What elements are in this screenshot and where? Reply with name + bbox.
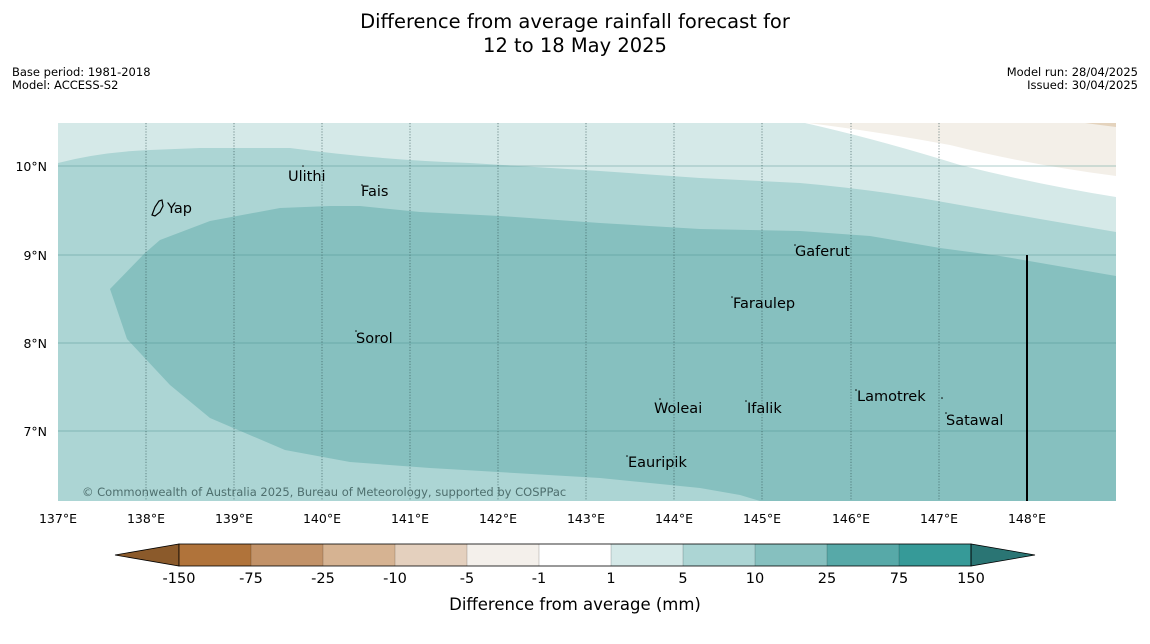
title-line-1: Difference from average rainfall forecas…: [360, 10, 790, 33]
place-label-satawal: Satawal: [946, 413, 1003, 429]
copyright-text: © Commonwealth of Australia 2025, Bureau…: [82, 485, 566, 499]
colorbar-arrow-left: [114, 543, 180, 567]
lat-tick-label: 8°N: [23, 336, 47, 351]
lon-tick-label: 147°E: [920, 511, 958, 526]
chart-title: Difference from average rainfall forecas…: [0, 10, 1150, 58]
lat-tick-labels: 10°N 9°N 8°N 7°N: [15, 159, 47, 439]
lat-tick-label: 10°N: [15, 159, 47, 174]
legend-tick-labels: -150 -75 -25 -10 -5 -1 1 5 10 25 75 150: [163, 571, 985, 587]
place-label-gaferut: Gaferut: [795, 244, 850, 260]
legend-tick-label: 10: [746, 571, 764, 587]
lon-tick-label: 144°E: [655, 511, 693, 526]
colorbar-bin: [755, 544, 827, 566]
colorbar-outline: [178, 543, 972, 567]
base-period-text: Base period: 1981-2018: [12, 65, 151, 79]
lon-tick-labels: 137°E 138°E 139°E 140°E 141°E 142°E 143°…: [39, 511, 1046, 526]
legend-tick-label: 5: [678, 571, 687, 587]
title-line-2: 12 to 18 May 2025: [483, 34, 667, 57]
colorbar-arrow-right: [970, 543, 1036, 567]
place-labels: Yap Ulithi Fais Gaferut Faraulep Sorol W…: [166, 169, 1003, 471]
meta-left: Base period: 1981-2018 Model: ACCESS-S2: [12, 66, 151, 91]
place-label-yap: Yap: [166, 201, 192, 217]
place-label-ifalik: Ifalik: [747, 401, 782, 417]
colorbar-bin: [323, 544, 395, 566]
rainfall-map: [58, 123, 1116, 501]
colorbar-bin: [899, 544, 971, 566]
place-label-woleai: Woleai: [654, 401, 702, 417]
band-10-to-25: [110, 206, 1116, 501]
colorbar-bin: [179, 544, 251, 566]
legend-tick-label: -150: [163, 571, 196, 587]
colorbar-bin: [683, 544, 755, 566]
lat-tick-label: 9°N: [23, 248, 47, 263]
place-label-eauripik: Eauripik: [628, 455, 687, 471]
legend-tick-label: 25: [818, 571, 836, 587]
legend-tick-label: 75: [890, 571, 908, 587]
colorbar-bin: [827, 544, 899, 566]
lon-tick-label: 142°E: [479, 511, 517, 526]
model-run-text: Model run: 28/04/2025: [1006, 65, 1138, 79]
place-label-fais: Fais: [361, 184, 388, 200]
lon-tick-label: 139°E: [215, 511, 253, 526]
place-label-ulithi: Ulithi: [288, 169, 326, 185]
lat-tick-label: 7°N: [23, 424, 47, 439]
colorbar-bin: [539, 544, 611, 566]
lon-tick-label: 148°E: [1008, 511, 1046, 526]
legend-tick-label: 150: [957, 571, 985, 587]
colorbar-legend: [114, 543, 1036, 567]
legend-tick-label: -25: [311, 571, 335, 587]
legend-title: Difference from average (mm): [449, 595, 701, 614]
lon-tick-label: 140°E: [303, 511, 341, 526]
band-neg10-to-neg5: [1085, 123, 1116, 127]
legend-tick-label: -75: [239, 571, 263, 587]
lon-tick-label: 137°E: [39, 511, 77, 526]
place-label-sorol: Sorol: [356, 331, 393, 347]
meta-right: Model run: 28/04/2025 Issued: 30/04/2025: [1007, 66, 1138, 91]
colorbar-bin: [467, 544, 539, 566]
island-dots: [302, 165, 947, 457]
legend-tick-label: -1: [532, 571, 546, 587]
lon-tick-label: 146°E: [832, 511, 870, 526]
lon-tick-label: 145°E: [743, 511, 781, 526]
band-neg5-to-neg1: [808, 123, 1116, 176]
legend-tick-label: -5: [460, 571, 474, 587]
legend-tick-label: 1: [606, 571, 615, 587]
place-label-lamotrek: Lamotrek: [857, 389, 926, 405]
place-label-faraulep: Faraulep: [733, 296, 795, 312]
lon-tick-label: 138°E: [127, 511, 165, 526]
legend-tick-label: -10: [383, 571, 407, 587]
colorbar-bin: [251, 544, 323, 566]
yap-island-outline: [151, 199, 164, 217]
lon-tick-label: 141°E: [391, 511, 429, 526]
issued-text: Issued: 30/04/2025: [1027, 77, 1138, 92]
model-text: Model: ACCESS-S2: [12, 77, 119, 92]
lon-tick-label: 143°E: [567, 511, 605, 526]
colorbar-bin: [395, 544, 467, 566]
colorbar-bin: [611, 544, 683, 566]
